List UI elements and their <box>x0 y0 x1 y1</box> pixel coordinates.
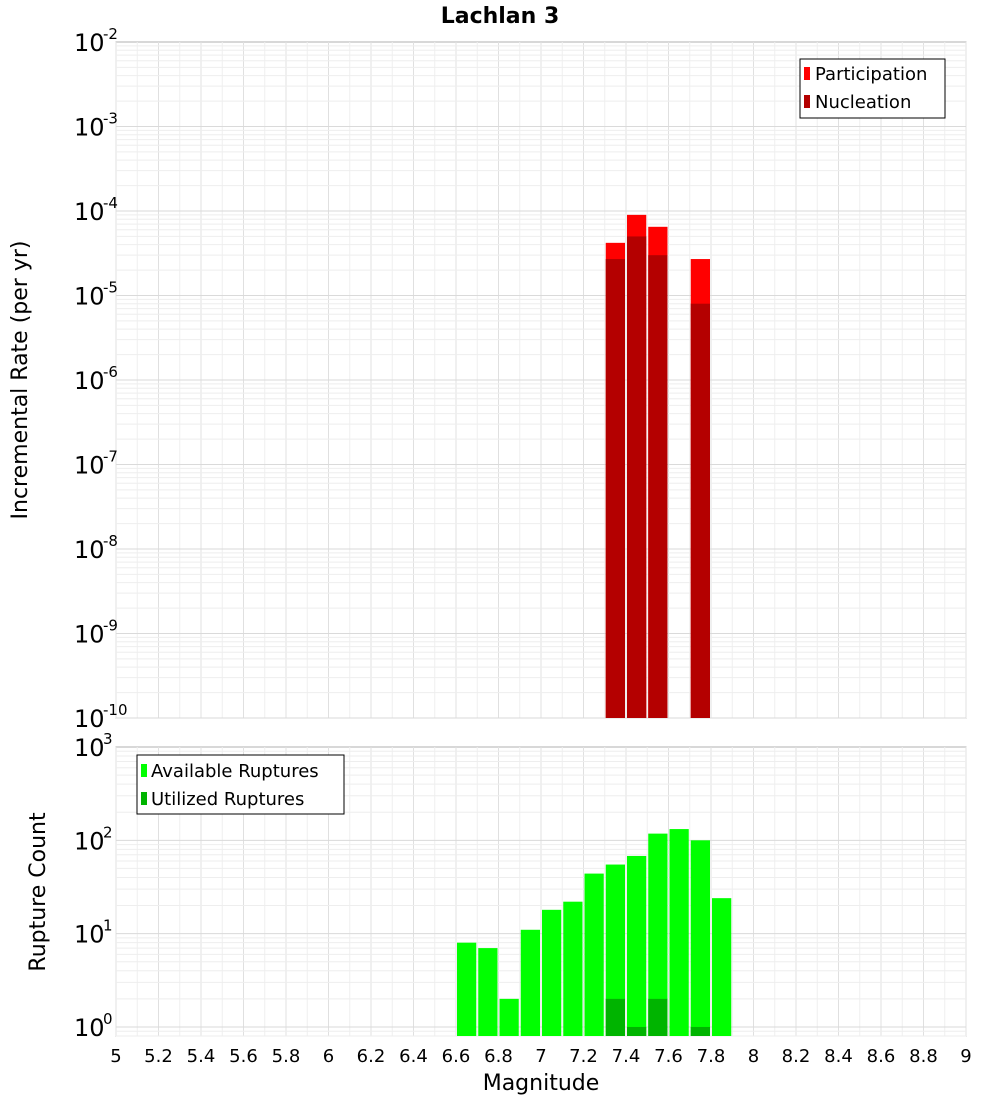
top-gridlines <box>115 42 967 719</box>
bottom-y-axis-label: Rupture Count <box>26 812 51 972</box>
top-y-tick-base: 10 <box>74 536 105 564</box>
top-y-tick-exp: -2 <box>103 25 118 43</box>
x-axis-label: Magnitude <box>483 1071 600 1096</box>
top-y-tick-exp: -9 <box>103 617 118 635</box>
count-bar-a <box>605 864 625 1036</box>
count-bar-a <box>627 855 647 1036</box>
legend-swatch-nucleation <box>804 95 810 108</box>
rate-bar-b <box>605 259 625 718</box>
legend-swatch-available <box>141 764 147 777</box>
count-bar-b <box>605 998 625 1036</box>
count-bar-a <box>478 948 498 1036</box>
top-y-tick-exp: -5 <box>103 279 118 297</box>
bottom-y-tick-exp: 3 <box>103 730 113 748</box>
bottom-y-tick-exp: 1 <box>103 917 113 935</box>
top-y-tick-exp: -4 <box>103 194 118 212</box>
top-y-tick-exp: -3 <box>103 110 118 128</box>
x-tick-label: 7.8 <box>697 1046 726 1067</box>
bottom-bars <box>457 829 732 1036</box>
x-tick-labels: 5 5.2 5.4 5.6 5.8 6 6.2 6.4 6.6 6.8 7 7.2 7.4 7.6 7.8 8… <box>110 1046 971 1067</box>
bottom-y-tick-base: 10 <box>74 827 105 855</box>
x-tick-label: 5 <box>110 1046 121 1067</box>
rate-bar-b <box>627 236 647 719</box>
top-y-tick-exp: -7 <box>103 448 118 466</box>
top-legend-box <box>799 58 946 119</box>
count-bar-a <box>648 833 668 1036</box>
x-tick-label: 5.4 <box>187 1046 216 1067</box>
x-tick-label: 6.6 <box>442 1046 471 1067</box>
count-bar-b <box>627 1026 647 1036</box>
bottom-y-tick-base: 10 <box>74 1014 105 1042</box>
top-y-tick-exp: -8 <box>103 532 118 550</box>
x-tick-label: 8.4 <box>824 1046 853 1067</box>
top-y-tick-base: 10 <box>74 705 105 733</box>
legend-label-nucleation: Nucleation <box>815 92 911 113</box>
top-y-tick-base: 10 <box>74 198 105 226</box>
top-y-tick-base: 10 <box>74 283 105 311</box>
x-tick-label: 5.6 <box>229 1046 258 1067</box>
bottom-y-tick-exp: 2 <box>103 823 113 841</box>
chart-title: Lachlan 3 <box>441 4 560 29</box>
x-tick-label: 9 <box>960 1046 971 1067</box>
count-bar-a <box>457 942 477 1036</box>
rate-bar-b <box>648 255 668 718</box>
x-tick-label: 6.4 <box>399 1046 428 1067</box>
top-bars <box>605 214 710 719</box>
count-bar-a <box>712 898 732 1036</box>
top-y-tick-exp: -10 <box>103 701 128 719</box>
x-tick-label: 7.2 <box>569 1046 598 1067</box>
legend-swatch-participation <box>804 67 810 80</box>
x-tick-label: 8.6 <box>867 1046 896 1067</box>
x-tick-label: 7.4 <box>612 1046 641 1067</box>
top-y-tick-base: 10 <box>74 621 105 649</box>
count-bar-a <box>690 840 710 1036</box>
x-tick-label: 5.8 <box>272 1046 301 1067</box>
x-tick-label: 8.8 <box>909 1046 938 1067</box>
x-tick-label: 6.2 <box>357 1046 386 1067</box>
x-tick-label: 5.2 <box>144 1046 173 1067</box>
bottom-y-tick-base: 10 <box>74 921 105 949</box>
count-bar-a <box>669 829 689 1036</box>
top-y-tick-base: 10 <box>74 452 105 480</box>
top-legend: Participation Nucleation <box>799 58 946 119</box>
bottom-legend: Available Ruptures Utilized Ruptures <box>136 754 345 815</box>
top-y-tick-base: 10 <box>74 367 105 395</box>
top-y-tick-base: 10 <box>74 29 105 57</box>
x-tick-label: 7.6 <box>654 1046 683 1067</box>
count-bar-b <box>648 998 668 1036</box>
rate-bar-b <box>690 303 710 718</box>
count-bar-a <box>563 901 583 1036</box>
x-tick-label: 6 <box>323 1046 334 1067</box>
count-bar-a <box>542 909 562 1036</box>
count-bar-a <box>520 929 540 1036</box>
count-bar-a <box>584 873 604 1036</box>
count-bar-a <box>499 998 519 1036</box>
legend-label-participation: Participation <box>815 64 927 85</box>
legend-label-utilized: Utilized Ruptures <box>151 789 304 810</box>
x-tick-label: 8 <box>748 1046 759 1067</box>
top-y-tick-exp: -6 <box>103 363 118 381</box>
top-y-tick-base: 10 <box>74 114 105 142</box>
legend-label-available: Available Ruptures <box>151 761 319 782</box>
x-tick-label: 7 <box>535 1046 546 1067</box>
bottom-legend-box <box>136 754 345 815</box>
x-tick-label: 8.2 <box>782 1046 811 1067</box>
count-bar-b <box>690 1026 710 1036</box>
x-tick-label: 6.8 <box>484 1046 513 1067</box>
bottom-y-tick-base: 10 <box>74 734 105 762</box>
bottom-y-tick-exp: 0 <box>103 1010 113 1028</box>
legend-swatch-utilized <box>141 792 147 805</box>
top-y-axis-label: Incremental Rate (per yr) <box>8 241 33 520</box>
